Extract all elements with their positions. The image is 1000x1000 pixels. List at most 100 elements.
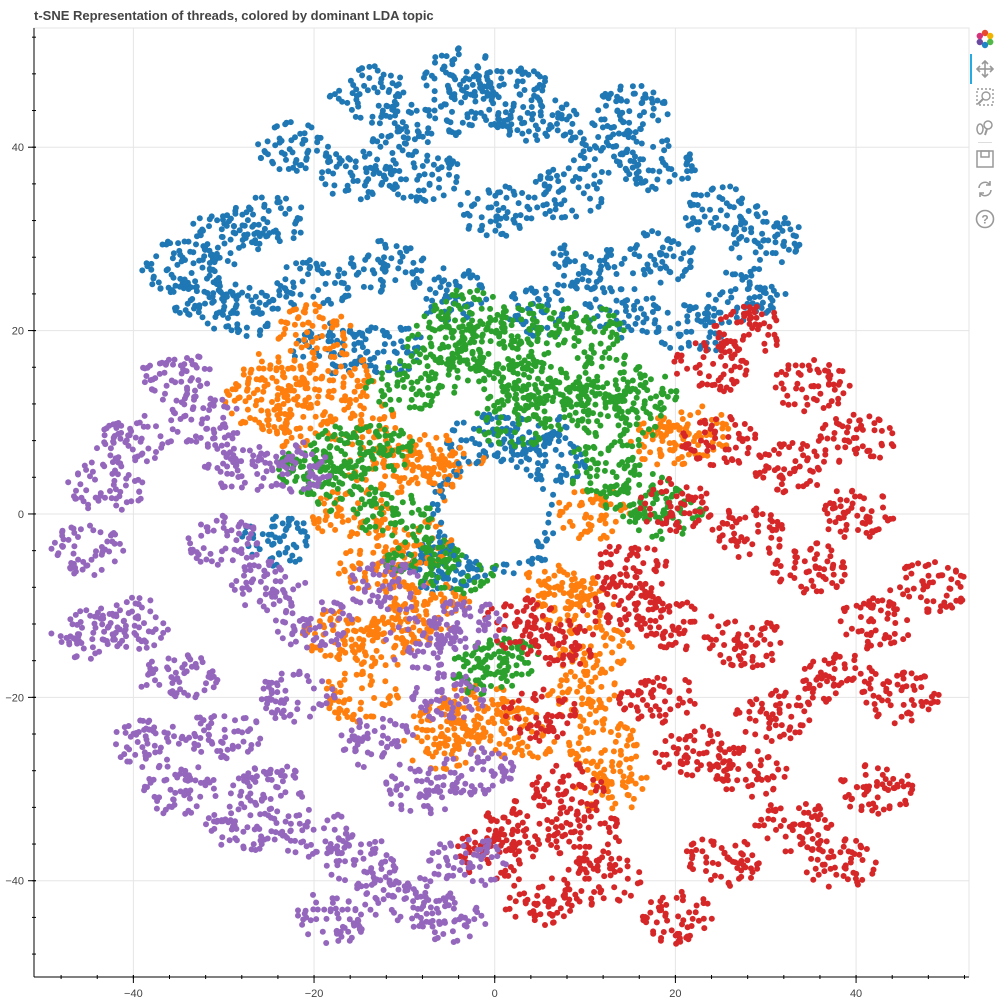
scatter-point <box>392 616 399 623</box>
scatter-point <box>459 119 466 126</box>
scatter-point <box>372 325 379 331</box>
scatter-point <box>392 425 399 431</box>
scatter-point <box>358 472 365 479</box>
scatter-point <box>527 472 534 479</box>
scatter-point <box>431 327 438 334</box>
scatter-point <box>626 764 633 771</box>
scatter-point <box>485 350 492 357</box>
scatter-point <box>630 742 637 749</box>
scatter-point <box>519 130 526 137</box>
scatter-point <box>620 369 627 376</box>
scatter-point <box>461 344 468 351</box>
scatter-point <box>704 305 711 312</box>
scatter-point <box>342 292 349 299</box>
scatter-point <box>595 460 601 467</box>
scatter-point <box>360 659 367 666</box>
scatter-point <box>657 399 664 406</box>
scatter-point <box>292 134 298 141</box>
scatter-point <box>155 279 162 286</box>
scatter-point <box>427 340 434 347</box>
scatter-point <box>647 252 654 259</box>
scatter-point <box>605 794 612 801</box>
scatter-point <box>602 502 609 509</box>
scatter-point <box>599 124 606 131</box>
scatter-point <box>464 210 471 217</box>
scatter-point <box>497 709 504 716</box>
scatter-point <box>620 414 627 420</box>
scatter-point <box>232 386 239 393</box>
scatter-point <box>266 230 273 237</box>
scatter-point <box>617 438 624 445</box>
scatter-point <box>678 255 685 262</box>
scatter-point <box>684 313 691 320</box>
scatter-point <box>420 345 426 352</box>
scatter-point <box>404 373 410 380</box>
scatter-point <box>547 363 554 370</box>
scatter-point <box>658 536 665 542</box>
scatter-point <box>787 226 794 233</box>
scatter-point <box>220 213 226 220</box>
scatter-point <box>471 201 478 208</box>
scatter-point <box>785 246 792 253</box>
scatter-point <box>620 773 627 780</box>
scatter-point <box>508 121 515 128</box>
scatter-point <box>500 696 507 702</box>
scatter-point <box>224 258 231 264</box>
scatter-point <box>426 334 433 341</box>
scatter-point <box>414 378 421 385</box>
scatter-point <box>299 321 306 328</box>
scatter-point <box>662 373 669 380</box>
scatter-point <box>325 269 331 276</box>
scatter-point <box>335 95 342 102</box>
scatter-point <box>376 398 383 405</box>
scatter-point <box>629 83 636 90</box>
scatter-point <box>331 182 338 189</box>
scatter-point <box>602 520 609 527</box>
scatter-point <box>503 720 510 727</box>
scatter-point <box>344 432 351 439</box>
scatter-point <box>217 288 224 295</box>
scatter-point <box>265 422 272 429</box>
scatter-point <box>503 314 510 321</box>
scatter-point <box>336 160 343 167</box>
scatter-point <box>408 101 415 108</box>
scatter-point <box>398 636 405 643</box>
scatter-point <box>582 514 588 521</box>
scatter-point <box>470 331 477 338</box>
scatter-point <box>275 354 282 361</box>
scatter-point <box>373 534 380 541</box>
scatter-point <box>192 278 199 285</box>
scatter-point <box>397 258 404 265</box>
scatter-point <box>483 232 490 239</box>
scatter-point <box>297 363 304 370</box>
scatter-point <box>457 81 463 88</box>
scatter-point <box>641 401 648 408</box>
scatter-point <box>649 471 656 477</box>
scatter-point <box>498 727 505 734</box>
scatter-point <box>358 496 365 503</box>
scatter-point <box>598 196 605 202</box>
scatter-point <box>542 451 549 458</box>
scatter-point <box>471 115 478 122</box>
scatter-point <box>474 195 481 202</box>
scatter-point <box>244 387 250 394</box>
scatter-point <box>286 146 293 153</box>
scatter-point <box>470 650 477 657</box>
scatter-point <box>472 98 479 105</box>
scatter-point <box>485 187 492 194</box>
scatter-point <box>379 84 386 91</box>
scatter-point <box>397 358 404 364</box>
scatter-point <box>491 720 498 727</box>
scatter-point <box>578 499 585 506</box>
scatter-point <box>460 450 467 457</box>
scatter-point <box>276 166 283 173</box>
scatter-point <box>442 334 449 341</box>
scatter-point <box>610 601 617 608</box>
scatter-point <box>705 291 712 298</box>
scatter-point <box>525 305 531 312</box>
scatter-point <box>572 134 579 141</box>
scatter-point <box>231 261 238 268</box>
scatter-point <box>297 464 304 470</box>
scatter-point <box>474 573 481 580</box>
